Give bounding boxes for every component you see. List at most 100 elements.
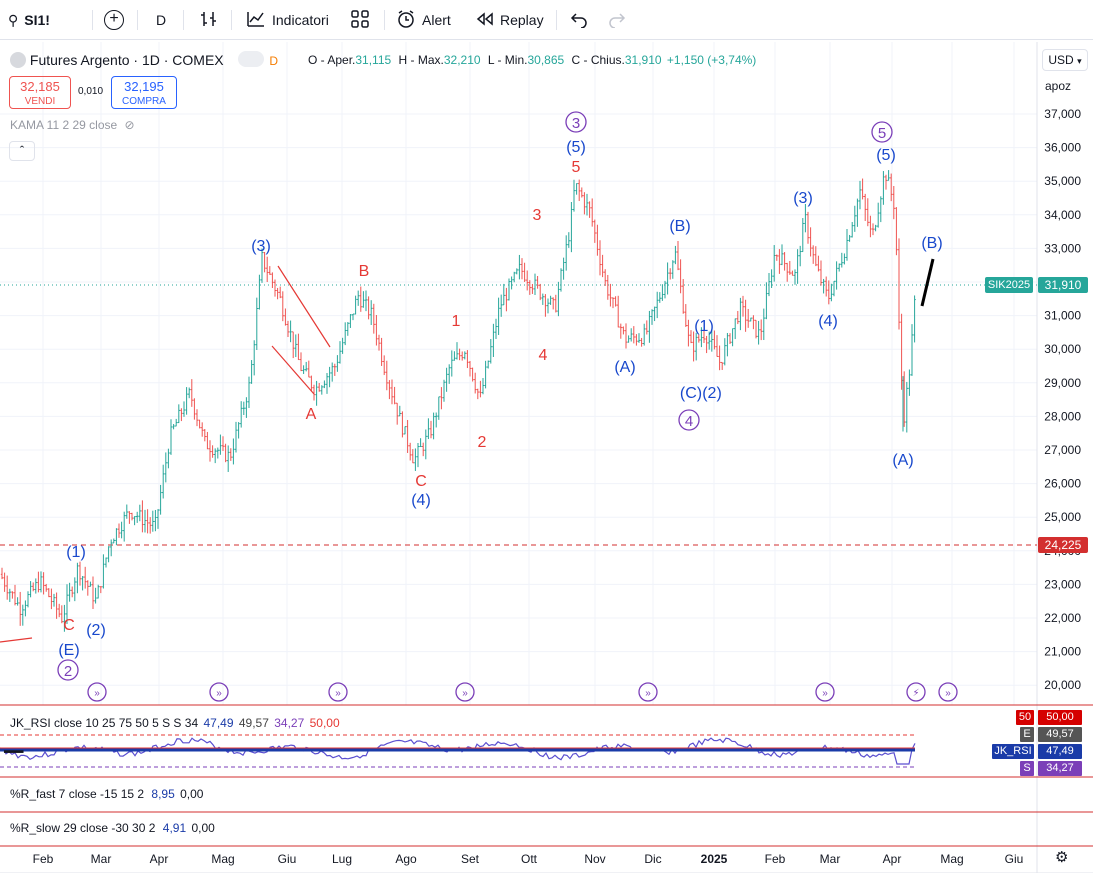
- bar-chart-icon: [199, 9, 219, 32]
- interval-label: D: [156, 12, 167, 28]
- grid-lines: [0, 42, 1037, 705]
- wave-labels: (1) (2) (E) (3) (4) (5) (A) (B) (C) (1) …: [57, 111, 943, 681]
- wave-label[interactable]: (B): [669, 218, 690, 235]
- wave-label[interactable]: (A): [614, 359, 635, 376]
- projection-line[interactable]: [920, 258, 935, 307]
- alert-label: Alert: [422, 12, 451, 28]
- rsi-e-value: 49,57: [238, 716, 269, 730]
- wave-label[interactable]: (3): [793, 190, 813, 207]
- rewind-icon: [476, 10, 494, 31]
- event-marker[interactable]: [938, 682, 958, 702]
- price-tick: 26,000: [1044, 477, 1081, 491]
- wave-label[interactable]: (5): [876, 147, 896, 164]
- event-marker[interactable]: [906, 682, 926, 702]
- wave-label[interactable]: (5): [566, 139, 586, 156]
- wave-label[interactable]: (2): [702, 385, 722, 402]
- instrument-title[interactable]: Futures Argento · 1D · COMEX: [29, 52, 224, 68]
- rsi-50-value: 50,00: [309, 716, 340, 730]
- trend-line[interactable]: [277, 265, 331, 348]
- chart-type-button[interactable]: [199, 8, 219, 32]
- event-marker[interactable]: [209, 682, 229, 702]
- undo-button[interactable]: [570, 8, 588, 32]
- collapse-legend-button[interactable]: ˆ: [9, 141, 35, 161]
- wave-label[interactable]: C: [415, 473, 427, 490]
- chart-area[interactable]: (1) (2) (E) (3) (4) (5) (A) (B) (C) (1) …: [0, 42, 1093, 874]
- interval-button[interactable]: D: [156, 8, 166, 32]
- time-tick: Apr: [883, 852, 902, 866]
- wave-label[interactable]: A: [306, 406, 317, 423]
- symbol-search-button[interactable]: ⚲ SI1!: [8, 8, 50, 32]
- wave-label[interactable]: 2: [478, 434, 487, 451]
- wave-label[interactable]: 1: [452, 313, 461, 330]
- event-marker[interactable]: [455, 682, 475, 702]
- wave-label[interactable]: 3: [572, 115, 580, 132]
- undo-icon: [570, 10, 588, 31]
- event-marker[interactable]: [87, 682, 107, 702]
- eye-crossed-icon[interactable]: ⊘: [124, 118, 135, 132]
- trend-line[interactable]: [0, 637, 33, 643]
- time-tick: Set: [461, 852, 480, 866]
- time-tick: Giu: [278, 852, 297, 866]
- rsi-50-tag: 50,00: [1038, 710, 1082, 725]
- wave-label[interactable]: (B): [921, 235, 942, 252]
- wave-label[interactable]: 5: [572, 159, 581, 176]
- wave-label[interactable]: C: [63, 617, 75, 634]
- low-label: L - Min.: [487, 53, 528, 67]
- wave-label[interactable]: 3: [533, 207, 542, 224]
- wave-label[interactable]: 4: [539, 347, 548, 364]
- price-tick: 35,000: [1044, 174, 1081, 188]
- spread-value: 0,010: [78, 86, 104, 97]
- event-marker[interactable]: [815, 682, 835, 702]
- wave-label[interactable]: B: [359, 263, 370, 280]
- gear-icon[interactable]: ⚙: [1055, 849, 1069, 866]
- event-marker-icon: »: [822, 688, 828, 699]
- wave-label[interactable]: (2): [86, 622, 106, 639]
- rsi-s-tag: 34,27: [1038, 761, 1082, 776]
- chart-canvas[interactable]: (1) (2) (E) (3) (4) (5) (A) (B) (C) (1) …: [0, 42, 1093, 874]
- scale-mode-label[interactable]: apoz: [1045, 79, 1072, 93]
- wave-label[interactable]: (1): [694, 318, 714, 335]
- currency-label: USD: [1048, 53, 1074, 67]
- kama-label[interactable]: KAMA 11 2 29 close: [10, 118, 118, 132]
- alert-button[interactable]: Alert: [396, 8, 451, 32]
- replay-label: Replay: [500, 12, 544, 28]
- rslow-label[interactable]: %R_slow 29 close -30 30 2: [10, 821, 156, 835]
- event-marker[interactable]: [638, 682, 658, 702]
- wave-label[interactable]: (E): [58, 642, 79, 659]
- event-marker-icon: »: [462, 688, 468, 699]
- rsi-label[interactable]: JK_RSI close 10 25 75 50 5 S S 34: [10, 716, 199, 730]
- time-tick: Feb: [33, 852, 54, 866]
- close-label: C - Chius.: [571, 53, 625, 67]
- chevron-down-icon: ▾: [1077, 56, 1082, 66]
- layouts-button[interactable]: [350, 8, 370, 32]
- sell-button[interactable]: 32,185 VENDI: [9, 76, 71, 109]
- wave-label[interactable]: (4): [818, 313, 838, 330]
- indicators-button[interactable]: Indicatori: [246, 8, 329, 32]
- wave-label[interactable]: (1): [66, 544, 86, 561]
- wave-label[interactable]: 2: [64, 663, 72, 680]
- trend-line[interactable]: [271, 345, 315, 395]
- grid-icon: [350, 9, 370, 32]
- compare-button[interactable]: +: [104, 8, 124, 32]
- lightning-icon: ⚡: [912, 688, 919, 699]
- rslow-zero: 0,00: [191, 821, 215, 835]
- wave-label[interactable]: (A): [892, 452, 913, 469]
- wave-label[interactable]: (4): [411, 492, 431, 509]
- wave-label[interactable]: (C): [680, 385, 702, 402]
- event-marker-icon: »: [945, 688, 951, 699]
- wave-label[interactable]: 4: [685, 413, 693, 430]
- time-tick: Lug: [332, 852, 352, 866]
- sell-price: 32,185: [20, 79, 60, 94]
- replay-button[interactable]: Replay: [476, 8, 544, 32]
- buy-button[interactable]: 32,195 COMPRA: [111, 76, 177, 109]
- redo-button[interactable]: [608, 8, 626, 32]
- rfast-label[interactable]: %R_fast 7 close -15 15 2: [10, 787, 145, 801]
- currency-selector[interactable]: USD ▾: [1042, 49, 1088, 71]
- close-value: 31,910: [624, 53, 662, 67]
- indicators-icon: [246, 9, 266, 32]
- rfast-zero: 0,00: [180, 787, 204, 801]
- event-marker[interactable]: [328, 682, 348, 702]
- wave-label[interactable]: (3): [251, 238, 271, 255]
- price-tick: 23,000: [1044, 577, 1081, 591]
- wave-label[interactable]: 5: [878, 125, 886, 142]
